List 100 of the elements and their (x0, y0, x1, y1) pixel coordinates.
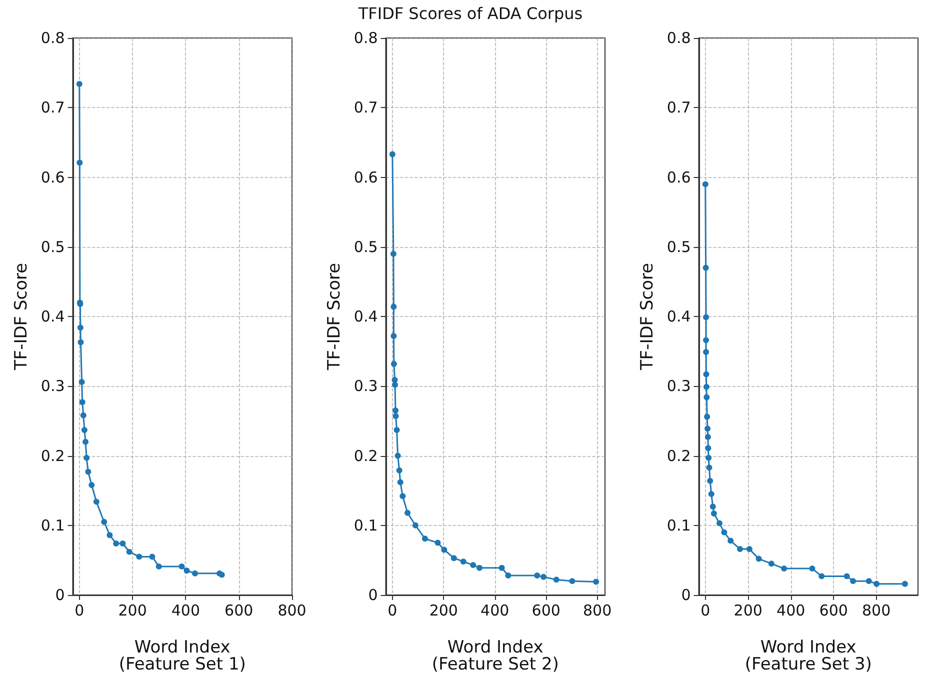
point (392, 376, 398, 383)
point (441, 546, 448, 553)
point (866, 578, 872, 584)
y-tick-label: 0.8 (666, 29, 691, 47)
point (76, 80, 82, 87)
y-tick-label: 0.2 (354, 446, 378, 465)
y-tick-label: 0.1 (40, 516, 65, 534)
x-axis-title: Word Index (Feature Set 1) (118, 638, 246, 674)
point (756, 556, 762, 562)
point (79, 399, 86, 406)
y-tick-label: 0.1 (354, 516, 378, 534)
x-tick-label: 800 (582, 602, 612, 620)
point (818, 573, 825, 580)
y-tick-label: 0.3 (666, 377, 691, 396)
point (422, 536, 428, 542)
point (149, 554, 156, 560)
point (702, 264, 709, 271)
point (394, 426, 400, 433)
point (450, 555, 457, 562)
point (397, 479, 404, 486)
point (390, 332, 397, 339)
y-tick-label: 0.2 (40, 446, 65, 465)
point (704, 414, 710, 420)
point (390, 304, 397, 310)
point (470, 562, 476, 568)
y-tick-label: 0 (681, 586, 691, 604)
point (702, 181, 708, 188)
point (78, 339, 84, 346)
y-tick-label: 0 (55, 586, 65, 604)
point (710, 510, 717, 517)
point (721, 529, 728, 536)
point (81, 426, 88, 433)
point (392, 407, 398, 414)
point (178, 563, 185, 570)
point (703, 349, 710, 356)
x-tick-label: 400 (480, 602, 510, 620)
point (498, 564, 505, 571)
point (78, 378, 85, 385)
point (534, 572, 540, 579)
y-axis-title: TF-IDF Score (324, 262, 344, 372)
point (93, 498, 100, 505)
x-tick-label: 400 (171, 602, 200, 620)
point (88, 482, 95, 488)
point (850, 578, 856, 584)
point (77, 324, 84, 331)
point (396, 467, 402, 474)
point (106, 532, 113, 538)
y-tick-label: 0.5 (666, 238, 691, 256)
point (460, 558, 466, 565)
point (82, 438, 89, 445)
point (156, 563, 162, 570)
y-tick-label: 0.4 (40, 308, 65, 326)
x-tick-label: 400 (776, 602, 806, 620)
point (392, 382, 398, 388)
point (540, 574, 547, 580)
point (392, 413, 399, 420)
y-tick-label: 0.5 (40, 238, 65, 256)
point (192, 570, 198, 576)
point (505, 572, 512, 579)
y-tick-label: 0.8 (354, 29, 378, 47)
x-tick-label: 200 (429, 602, 458, 620)
point (85, 468, 92, 475)
point (746, 546, 752, 552)
y-axis-title: TF-IDF Score (12, 262, 32, 372)
point (703, 384, 710, 390)
point (781, 566, 788, 572)
point (126, 548, 132, 555)
y-tick-label: 0.3 (354, 377, 378, 396)
point (569, 578, 576, 584)
y-tick-label: 0.4 (354, 308, 378, 326)
point (412, 522, 418, 528)
y-axis-title: TF-IDF Score (638, 262, 658, 372)
x-tick-label: 600 (224, 602, 254, 620)
point (76, 160, 83, 166)
point (593, 578, 600, 585)
y-tick-label: 0.7 (354, 98, 378, 117)
point (703, 371, 710, 378)
x-tick-label: 600 (819, 602, 848, 620)
point (728, 538, 734, 544)
point (84, 454, 90, 461)
chart-title: TFIDF Scores of ADA Corpus (357, 3, 584, 25)
point (704, 426, 711, 432)
y-tick-label: 0.3 (40, 377, 65, 396)
x-tick-label: 0 (74, 602, 84, 620)
point (400, 493, 406, 500)
point (553, 576, 560, 583)
point (476, 564, 482, 571)
y-tick-label: 0.4 (666, 308, 691, 326)
point (708, 491, 714, 498)
y-tick-label: 0 (368, 586, 378, 604)
point (768, 560, 774, 567)
y-tick-label: 0.6 (40, 168, 65, 186)
point (874, 580, 880, 587)
point (390, 250, 396, 257)
x-tick-label: 200 (118, 602, 147, 620)
point (703, 337, 710, 344)
point (706, 454, 712, 461)
point (389, 151, 396, 158)
point (113, 540, 120, 546)
point (136, 554, 142, 560)
